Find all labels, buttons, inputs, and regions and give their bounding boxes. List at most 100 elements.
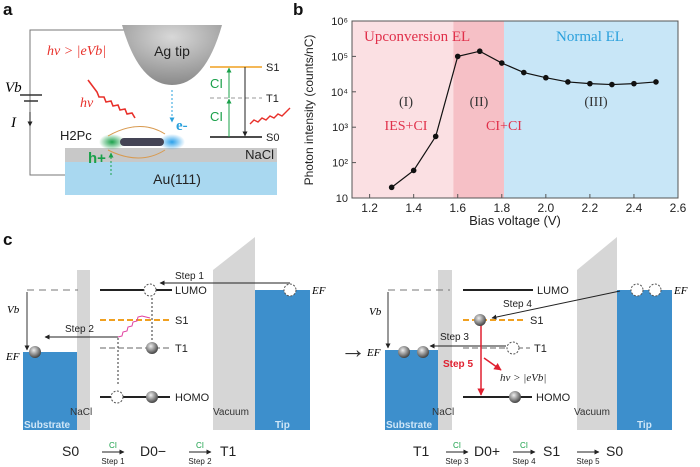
au-label: Au(111) (153, 171, 201, 187)
x-tick-label: 1.2 (361, 201, 378, 215)
vb-label: Vb (369, 306, 382, 318)
circuit-wire (29, 29, 125, 176)
data-point (653, 79, 659, 85)
electron-substrate-1 (398, 346, 410, 358)
electron-substrate-2 (417, 346, 429, 358)
empty-state-tip-2 (648, 283, 662, 297)
nacl-label: NaCl (245, 147, 274, 162)
nacl-label: NaCl (70, 407, 92, 418)
bias-label: Vb (5, 80, 22, 96)
eq-right-ci-2: CI (520, 441, 528, 450)
data-point (587, 80, 593, 87)
eq-left-start: S0 (62, 443, 79, 459)
empty-state-homo (110, 390, 124, 404)
empty-state-lumo (143, 283, 157, 297)
ef-label: EF (5, 351, 20, 363)
diagram-left: Substrate NaCl Vacuum Tip Vb EF EF LUMO … (5, 237, 326, 466)
ci-label-upper: CI (210, 76, 223, 91)
electron-s1 (474, 314, 486, 326)
plot-frame (351, 20, 679, 199)
x-tick-label: 1.8 (493, 201, 510, 215)
s0-label: S0 (266, 132, 279, 144)
vacuum-barrier (213, 237, 255, 430)
data-point (388, 184, 395, 191)
tip-label: Ag tip (154, 43, 190, 59)
data-point (521, 69, 527, 76)
data-point (410, 167, 417, 174)
t1-label: T1 (534, 343, 547, 355)
eq-right-s1: S1 (543, 443, 560, 459)
panel-b-chart: b 1.2 1.4 1.6 1.8 2.0 2.2 2.4 2.6 10 10² 10³ 10⁴ 10⁵… (293, 0, 687, 228)
ci-label-lower: CI (210, 109, 223, 124)
vacuum-barrier (577, 237, 617, 430)
molecule (120, 138, 164, 146)
x-tick-label: 2.4 (626, 201, 643, 215)
vacuum-label: Vacuum (213, 407, 249, 418)
tip-block (617, 290, 672, 430)
eq-right-step-5: Step 5 (576, 457, 600, 466)
y-tick-label: 10⁶ (331, 16, 348, 28)
hole-label: h+ (88, 150, 106, 167)
empty-state-tip-1 (630, 283, 644, 297)
region-mechanism-1: IES+CI (385, 119, 428, 134)
data-point (631, 80, 637, 87)
x-tick-label: 2.0 (537, 201, 554, 215)
region-3 (503, 21, 678, 198)
step3-label: Step 3 (440, 332, 469, 343)
current-label: I (10, 115, 17, 131)
eq-right-step-3: Step 3 (445, 457, 469, 466)
emission-wavy-arrow (249, 107, 291, 125)
ef-label-tip: EF (673, 285, 688, 297)
electron-blob (159, 134, 185, 150)
x-axis-label: Bias voltage (V) (469, 213, 561, 228)
x-tick-label: 1.6 (449, 201, 466, 215)
eq-left-ci-2: CI (196, 441, 204, 450)
annotation-upconversion: Upconversion EL (364, 29, 470, 45)
data-point (476, 48, 483, 55)
region-mechanism-2: CI+CI (486, 119, 522, 134)
transition-arrow: → (340, 334, 366, 364)
ef-label: EF (366, 347, 381, 359)
x-tick-label: 2.6 (670, 201, 687, 215)
empty-state-t1 (506, 341, 520, 355)
lumo-label: LUMO (537, 285, 569, 297)
panel-label-b: b (293, 0, 303, 19)
step4-arrow (491, 290, 621, 320)
nacl-layer (65, 148, 277, 162)
t1-label: T1 (266, 93, 279, 105)
photon-wavy-arrow (87, 79, 136, 119)
electron-t1 (146, 342, 158, 354)
data-point (498, 60, 505, 66)
s1-label: S1 (530, 315, 543, 327)
tip-label: Tip (637, 420, 652, 431)
substrate-block (385, 350, 438, 430)
y-axis-label: Photon intensity (counts/nC) (302, 35, 316, 186)
y-tick-label: 10² (332, 158, 348, 170)
y-tick-label: 10⁵ (331, 51, 348, 63)
hole-blob (99, 134, 125, 150)
y-tick-label: 10⁴ (331, 87, 348, 99)
eq-left-step-1: Step 1 (101, 457, 125, 466)
isc-wavy (117, 315, 151, 338)
region-label-1: (I) (399, 95, 413, 110)
ag-tip (122, 25, 222, 85)
eq-right-end: S0 (606, 443, 623, 459)
photon-condition: hν > |eVb| (47, 44, 106, 59)
eq-right-mid: D0+ (474, 443, 500, 459)
x-tick-label: 1.4 (405, 201, 422, 215)
eq-right-step-4: Step 4 (512, 457, 536, 466)
nacl-label: NaCl (432, 407, 454, 418)
panel-label-a: a (3, 0, 13, 19)
photon-condition: hν > |eVb| (500, 372, 546, 384)
region-label-3: (III) (584, 95, 608, 110)
photon-label: hν (80, 96, 94, 111)
s1-label: S1 (175, 315, 188, 327)
electron-homo (146, 391, 158, 403)
nacl-barrier (438, 270, 452, 430)
step2-label: Step 2 (65, 324, 94, 335)
eq-right-start: T1 (413, 443, 430, 459)
empty-state-tip (283, 283, 297, 297)
x-tick-label: 2.2 (582, 201, 599, 215)
data-point (432, 133, 439, 140)
